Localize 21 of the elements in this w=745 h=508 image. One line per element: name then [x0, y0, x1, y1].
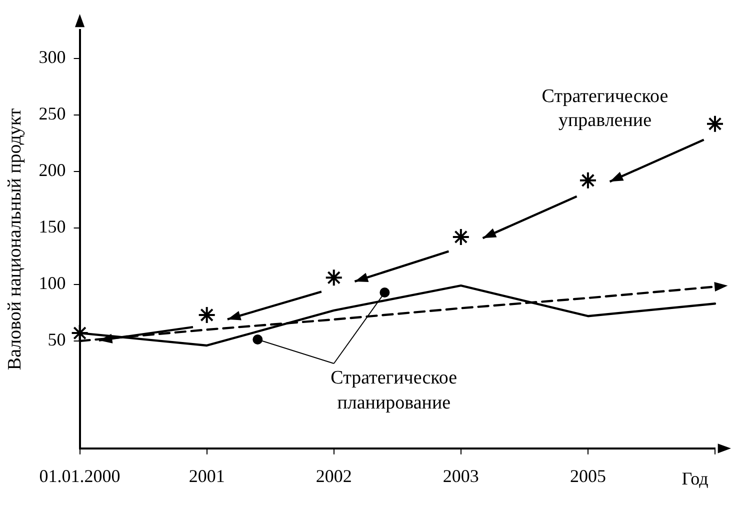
x-tick-label: 01.01.2000: [39, 466, 120, 486]
text: Стратегическое управление: [542, 86, 668, 131]
x-tick-label: 2005: [570, 466, 606, 486]
x-axis-title: Год: [682, 468, 708, 488]
point: [452, 228, 470, 246]
point: [70, 324, 89, 342]
point: [324, 268, 343, 287]
y-tick-label: 250: [38, 104, 66, 124]
point: [706, 114, 724, 133]
y-tick-label: 300: [38, 47, 66, 68]
y-tick-label: 100: [38, 273, 66, 294]
text: Стратегическое планирование: [330, 368, 458, 414]
y-tick-label: 200: [38, 160, 66, 180]
point: [578, 171, 597, 190]
point: [198, 306, 216, 324]
x-tick-label: 2001: [188, 466, 225, 486]
y-tick-label: 50: [48, 330, 66, 350]
y-axis-title: Валовой национальный продукт: [4, 108, 26, 370]
x-tick-label: 2003: [442, 466, 479, 486]
x-tick-label: 2002: [316, 466, 352, 486]
y-tick-label: 150: [38, 216, 66, 237]
